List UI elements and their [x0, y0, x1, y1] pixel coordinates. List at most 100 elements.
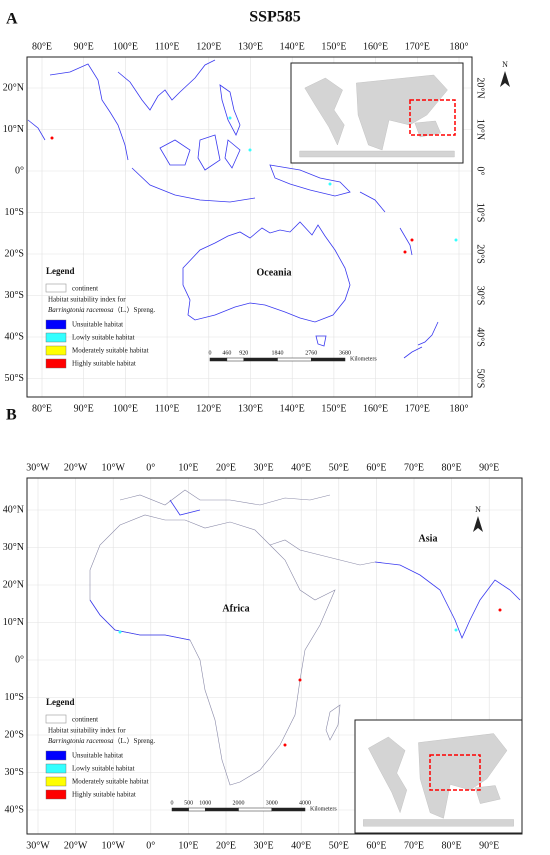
lat-label: 40°N: [3, 504, 24, 515]
scale-label: 460: [222, 350, 231, 356]
map-frame: [26, 56, 473, 398]
lat-label: 50°S: [475, 369, 486, 389]
lon-label: 160°E: [363, 41, 388, 52]
figure-title: SSP585: [249, 9, 301, 26]
lat-label: 20°S: [4, 248, 24, 259]
legend-swatch: [45, 750, 67, 761]
legend-label: Moderately suitable habitat: [72, 347, 149, 355]
scale-label: 2760: [305, 350, 317, 356]
lon-label: 30°W: [26, 462, 50, 473]
scale-label: 920: [239, 350, 248, 356]
lon-label: 130°E: [238, 41, 263, 52]
lon-label: 150°E: [321, 403, 346, 414]
legend-label: Unsuitable habitat: [72, 321, 123, 329]
lon-label: 110°E: [155, 41, 180, 52]
lat-label: 30°S: [4, 767, 24, 778]
legend-swatch: [45, 763, 67, 774]
lon-label: 0°: [146, 840, 155, 851]
scale-segment: [243, 357, 278, 362]
scale-segment: [311, 357, 346, 362]
legend-swatch: [45, 714, 67, 724]
lon-label: 80°E: [442, 840, 462, 851]
lon-label: 60°E: [366, 462, 386, 473]
lat-label: 30°S: [475, 286, 486, 306]
north-label: N: [502, 60, 508, 69]
lon-label: 170°E: [405, 41, 430, 52]
north-arrow: [473, 516, 483, 532]
lon-label: 70°E: [404, 840, 424, 851]
lat-label: 10°N: [3, 617, 24, 628]
lon-label: 20°W: [64, 462, 88, 473]
legend-label: Highly suitable habitat: [72, 791, 136, 799]
legend-subtitle: Barringtonia racemosa（L.）Spreng.: [48, 306, 155, 314]
lon-label: 120°E: [196, 403, 221, 414]
legend-subtitle: Habitat suitability index for: [48, 727, 126, 735]
lat-label: 0°: [475, 167, 486, 176]
lat-label: 30°N: [3, 542, 24, 553]
scale-label: 1000: [199, 800, 211, 806]
map-frame: [26, 477, 523, 835]
scale-unit: Kilometers: [350, 356, 377, 362]
legend-swatch: [45, 345, 67, 356]
scale-segment: [205, 807, 239, 812]
north-arrow: [500, 71, 510, 87]
legend-subtitle: Habitat suitability index for: [48, 296, 126, 304]
lat-label: 40°S: [475, 327, 486, 347]
lon-label: 140°E: [280, 41, 305, 52]
lon-label: 10°W: [101, 840, 125, 851]
lat-label: 40°S: [4, 331, 24, 342]
lon-label: 80°E: [32, 403, 52, 414]
lat-label: 10°S: [4, 692, 24, 703]
legend-title: Legend: [46, 266, 75, 276]
lon-label: 110°E: [155, 403, 180, 414]
legend-label: Lowly suitable habitat: [72, 765, 135, 773]
lon-label: 60°E: [366, 840, 386, 851]
lat-label: 0°: [15, 654, 24, 665]
legend-label: Highly suitable habitat: [72, 360, 136, 368]
lon-label: 0°: [146, 462, 155, 473]
legend-label: Lowly suitable habitat: [72, 334, 135, 342]
lon-label: 170°E: [405, 403, 430, 414]
lon-label: 90°E: [74, 403, 94, 414]
legend-label: Unsuitable habitat: [72, 752, 123, 760]
north-label: N: [475, 505, 481, 514]
lon-label: 100°E: [113, 41, 138, 52]
lon-label: 150°E: [321, 41, 346, 52]
panel-label: B: [6, 407, 17, 424]
legend-label: continent: [72, 285, 98, 293]
scale-segment: [238, 807, 272, 812]
legend-swatch: [45, 789, 67, 800]
coastlines: [27, 59, 458, 359]
species-name: Barringtonia racemosa: [48, 737, 114, 745]
lat-label: 0°: [15, 165, 24, 176]
lon-label: 50°E: [329, 462, 349, 473]
lon-label: 30°E: [254, 462, 274, 473]
lon-label: 120°E: [196, 41, 221, 52]
legend-label: Moderately suitable habitat: [72, 778, 149, 786]
lon-label: 40°E: [291, 462, 311, 473]
lon-label: 70°E: [404, 462, 424, 473]
lon-label: 30°E: [254, 840, 274, 851]
lat-label: 20°N: [3, 82, 24, 93]
lat-label: 20°N: [3, 579, 24, 590]
scale-label: 2000: [233, 800, 245, 806]
species-authority: （L.）Spreng.: [114, 737, 156, 745]
lon-label: 10°E: [178, 840, 198, 851]
scale-label: 4000: [299, 800, 311, 806]
lat-label: 10°S: [4, 207, 24, 218]
legend-swatch: [45, 319, 67, 330]
region-label: Oceania: [257, 267, 292, 278]
lat-label: 20°N: [475, 77, 486, 98]
lat-label: 10°S: [475, 203, 486, 223]
legend-label: continent: [72, 716, 98, 724]
scale-segment: [171, 807, 189, 812]
lon-label: 180°: [450, 403, 469, 414]
legend-swatch: [45, 283, 67, 293]
lon-label: 180°: [450, 41, 469, 52]
scale-segment: [277, 357, 312, 362]
scale-label: 1840: [272, 350, 284, 356]
legend-swatch: [45, 776, 67, 787]
scale-label: 3680: [339, 350, 351, 356]
lon-label: 100°E: [113, 403, 138, 414]
species-authority: （L.）Spreng.: [114, 306, 156, 314]
